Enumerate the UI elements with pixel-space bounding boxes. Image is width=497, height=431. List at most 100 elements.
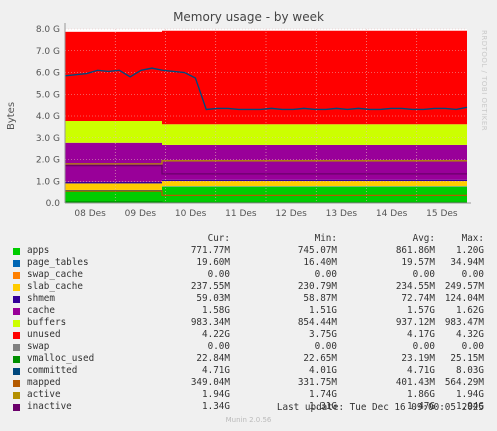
last-update: Last update: Tue Dec 16 09:00:05 2025 (276, 402, 484, 413)
legend-name: page_tables (27, 257, 89, 268)
legend-swatch (13, 392, 20, 399)
legend-cur: 349.04M (190, 377, 230, 388)
legend-min: 745.07M (297, 245, 337, 256)
legend-avg: 0.00 (412, 341, 435, 352)
legend-row-unused: unused 4.22G 3.75G 4.17G 4.32G (0, 329, 497, 341)
legend-row-swap: swap 0.00 0.00 0.00 0.00 (0, 341, 497, 353)
legend-row-active: active 1.94G 1.74G 1.86G 1.94G (0, 389, 497, 401)
legend-swatch (13, 356, 20, 363)
legend-row-buffers: buffers 983.34M 854.44M 937.12M 983.47M (0, 317, 497, 329)
legend-avg: 1.57G (407, 305, 435, 316)
legend-min: 3.75G (309, 329, 337, 340)
x-tick-label: 10 Des (175, 209, 207, 219)
legend-max: 124.04M (444, 293, 484, 304)
legend-cur: 0.00 (207, 341, 230, 352)
munin-version: Munin 2.0.56 (225, 416, 272, 424)
legend-cur: 19.60M (196, 257, 230, 268)
area-unused-before (65, 31, 162, 122)
legend-min: 1.31G (309, 401, 337, 412)
line-inactive (65, 164, 467, 175)
y-tick-label: 4.0 G (36, 112, 60, 122)
memory-chart: 0.0 1.0 G 2.0 G 3.0 G 4.0 G 5.0 G 6.0 G 7.0 G 8.… (6, 23, 471, 219)
legend-min: 1.51G (309, 305, 337, 316)
legend-header: Cur: Min: Avg: Max: (0, 233, 497, 245)
col-min: Min: (314, 233, 337, 244)
legend-min: 1.74G (309, 389, 337, 400)
line-committed (64, 67, 468, 111)
x-tick-label: 08 Des (74, 209, 106, 219)
legend-max: 25.15M (450, 353, 484, 364)
legend-swatch (13, 404, 20, 411)
legend-swatch (13, 344, 20, 351)
legend-avg: 4.17G (407, 329, 435, 340)
legend-cur: 59.03M (196, 293, 230, 304)
area-cache-before (65, 142, 162, 182)
y-tick-label: 3.0 G (36, 134, 60, 144)
x-tick-label: 12 Des (275, 209, 307, 219)
y-tick-label: 6.0 G (36, 69, 60, 79)
legend-cur: 771.77M (190, 245, 230, 256)
x-tick-label: 14 Des (376, 209, 408, 219)
legend-max: 983.47M (444, 317, 484, 328)
legend-avg: 0.00 (412, 269, 435, 280)
legend-swatch (13, 320, 20, 327)
line-active (65, 160, 467, 165)
area-shmem-before (65, 181, 162, 184)
legend-cur: 1.94G (202, 389, 230, 400)
area-buffers-before (65, 121, 162, 143)
legend-max: 249.57M (444, 281, 484, 292)
legend-max: 564.29M (444, 377, 484, 388)
area-slab_cache-after (162, 181, 467, 187)
y-tick-label: 0.0 (46, 199, 61, 209)
legend-row-swap_cache: swap_cache 0.00 0.00 0.00 0.00 (0, 269, 497, 281)
legend-cur: 22.84M (196, 353, 230, 364)
y-tick-label: 2.0 G (36, 156, 60, 166)
legend-max: 1.20G (456, 245, 484, 256)
rrdtool-watermark: RRDTOOL / TOBI OETIKER (480, 30, 488, 132)
y-tick-label: 7.0 G (36, 47, 60, 57)
legend-min: 854.44M (297, 317, 337, 328)
x-tick-label: 13 Des (326, 209, 358, 219)
legend-max: 8.03G (456, 365, 484, 376)
x-tick-label: 11 Des (225, 209, 257, 219)
legend-max: 4.32G (456, 329, 484, 340)
legend-row-mapped: mapped 349.04M 331.75M 401.43M 564.29M (0, 377, 497, 389)
legend-row-slab_cache: slab_cache 237.55M 230.79M 234.55M 249.5… (0, 281, 497, 293)
col-max: Max: (461, 233, 484, 244)
col-avg: Avg: (412, 233, 435, 244)
legend-max: 1.94G (456, 401, 484, 412)
line-mapped (65, 190, 467, 197)
legend-cur: 0.00 (207, 269, 230, 280)
legend-row-cache: cache 1.58G 1.51G 1.57G 1.62G (0, 305, 497, 317)
legend-avg: 937.12M (395, 317, 435, 328)
legend-row-committed: committed 4.71G 4.01G 4.71G 8.03G (0, 365, 497, 377)
legend-avg: 861.86M (395, 245, 435, 256)
legend-avg: 23.19M (401, 353, 435, 364)
area-buffers-after (162, 124, 467, 145)
legend-name: buffers (27, 317, 67, 328)
legend-max: 0.00 (461, 269, 484, 280)
legend-swatch (13, 272, 20, 279)
x-tick-label: 09 Des (125, 209, 157, 219)
legend-swatch (13, 248, 20, 255)
y-tick-label: 1.0 G (36, 177, 60, 187)
area-unused-after (162, 30, 467, 125)
legend-row-vmalloc_used: vmalloc_used 22.84M 22.65M 23.19M 25.15M (0, 353, 497, 365)
legend-min: 0.00 (314, 269, 337, 280)
legend-swatch (13, 284, 20, 291)
legend-row-inactive: inactive 1.34G 1.31G 1.47G 1.94G (0, 401, 497, 413)
legend-avg: 72.74M (401, 293, 435, 304)
legend-name: vmalloc_used (27, 353, 95, 364)
legend-name: unused (27, 329, 61, 340)
plot-area: 0.0 1.0 G 2.0 G 3.0 G 4.0 G 5.0 G 6.0 G 7.0 G 8.… (6, 23, 471, 219)
legend-min: 16.40M (303, 257, 337, 268)
legend-swatch (13, 308, 20, 315)
legend-max: 1.62G (456, 305, 484, 316)
legend-name: inactive (27, 401, 72, 412)
legend-avg: 401.43M (395, 377, 435, 388)
y-tick-label: 8.0 G (36, 25, 60, 35)
legend-cur: 4.71G (202, 365, 230, 376)
legend-cur: 1.34G (202, 401, 230, 412)
y-axis-label: Bytes (6, 102, 17, 130)
legend-name: swap_cache (27, 269, 83, 280)
